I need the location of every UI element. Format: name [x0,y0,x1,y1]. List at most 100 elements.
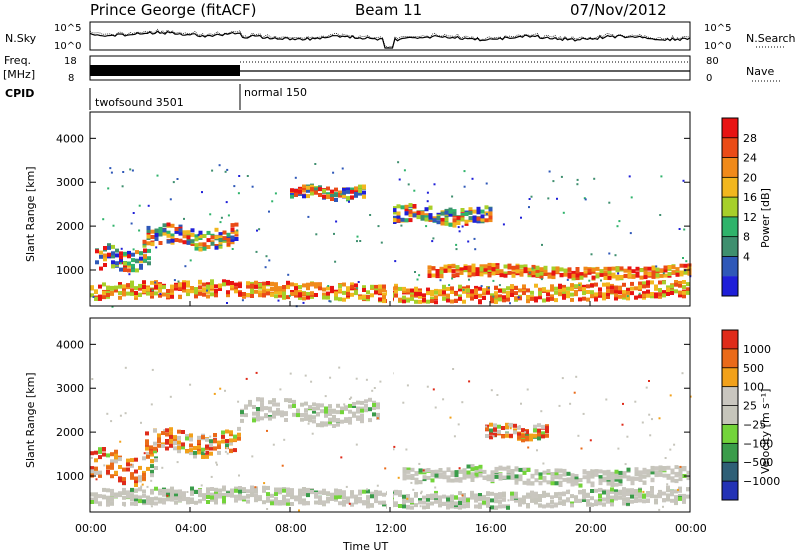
scatter-return [420,492,422,495]
heatmap-cell [614,292,618,297]
scatter-return [462,288,465,291]
heatmap-cell [538,475,543,480]
heatmap-cell [98,447,102,452]
heatmap-cell [252,418,256,423]
heatmap-cell [462,475,467,480]
heatmap-cell [153,428,157,433]
heatmap-cell [622,488,626,493]
scatter-return [90,497,93,500]
heatmap-cell [626,296,630,301]
scatter-return [473,237,476,240]
time-tick-label: 00:00 [675,522,707,535]
heatmap-cell [486,503,490,508]
heatmap-cell [502,298,506,303]
heatmap-cell [142,493,146,498]
heatmap-cell [422,475,427,480]
heatmap-cell [444,210,449,215]
heatmap-cell [348,417,352,422]
scatter-return [110,171,113,174]
heatmap-cell [178,489,182,494]
heatmap-cell [570,287,574,292]
heatmap-cell [583,266,588,271]
heatmap-cell [298,285,302,289]
heatmap-cell [130,497,134,502]
heatmap-cell [198,234,203,239]
heatmap-cell [206,495,210,499]
scatter-return [526,388,529,391]
heatmap-cell [638,489,642,494]
heatmap-cell [346,196,350,201]
heatmap-cell [154,501,158,506]
heatmap-cell [514,296,518,301]
heatmap-cell [570,503,574,508]
heatmap-cell [181,445,185,450]
heatmap-cell [214,235,219,240]
scatter-return [264,266,267,269]
heatmap-cell [210,487,214,491]
heatmap-cell [458,287,462,292]
heatmap-cell [330,492,334,497]
heatmap-cell [328,419,332,424]
heatmap-cell [173,435,177,440]
heatmap-cell [206,500,210,504]
heatmap-cell [146,287,150,291]
heatmap-cell [194,246,199,251]
heatmap-cell [139,265,143,270]
heatmap-cell [590,489,594,493]
heatmap-cell [670,291,674,295]
heatmap-cell [550,499,554,504]
heatmap-cell [150,235,155,239]
heatmap-cell [635,266,640,271]
heatmap-cell [495,267,500,272]
heatmap-cell [663,265,668,270]
velocity-ylabel: Slant Range [km] [24,372,37,468]
heatmap-cell [98,494,102,499]
heatmap-cell [368,418,372,423]
scatter-return [451,277,454,280]
scatter-return [371,389,374,392]
heatmap-cell [334,495,338,500]
heatmap-cell [310,191,314,196]
heatmap-cell [107,252,111,257]
heatmap-cell [318,286,322,291]
heatmap-cell [446,503,450,508]
scatter-return [629,232,632,235]
heatmap-cell [276,411,280,416]
scatter-return [608,252,611,255]
heatmap-cell [202,493,206,498]
scatter-return [548,170,551,173]
heatmap-cell [460,208,465,212]
heatmap-cell [462,503,466,508]
heatmap-cell [131,258,135,263]
heatmap-cell [518,502,522,507]
heatmap-cell [502,497,506,502]
heatmap-cell [513,430,517,435]
heatmap-cell [280,413,284,418]
heatmap-cell [153,446,157,451]
heatmap-cell [190,500,194,504]
heatmap-cell [602,470,607,475]
heatmap-cell [250,288,254,293]
heatmap-cell [578,490,582,495]
scatter-return [327,285,330,287]
heatmap-cell [670,498,674,503]
scatter-return [507,423,510,426]
scatter-return [219,387,222,390]
scatter-return [618,220,621,223]
scatter-return [528,206,530,209]
heatmap-cell [118,493,122,498]
heatmap-cell [590,293,594,298]
scatter-return [236,229,239,232]
heatmap-cell [595,274,600,279]
heatmap-cell [595,266,600,271]
heatmap-cell [459,267,464,272]
heatmap-cell [426,505,430,509]
heatmap-cell [194,243,199,248]
heatmap-cell [614,477,619,482]
heatmap-cell [674,495,678,500]
heatmap-cell [434,300,438,305]
heatmap-cell [217,450,221,455]
heatmap-cell [622,290,626,295]
heatmap-cell [647,266,652,271]
heatmap-cell [566,498,570,503]
